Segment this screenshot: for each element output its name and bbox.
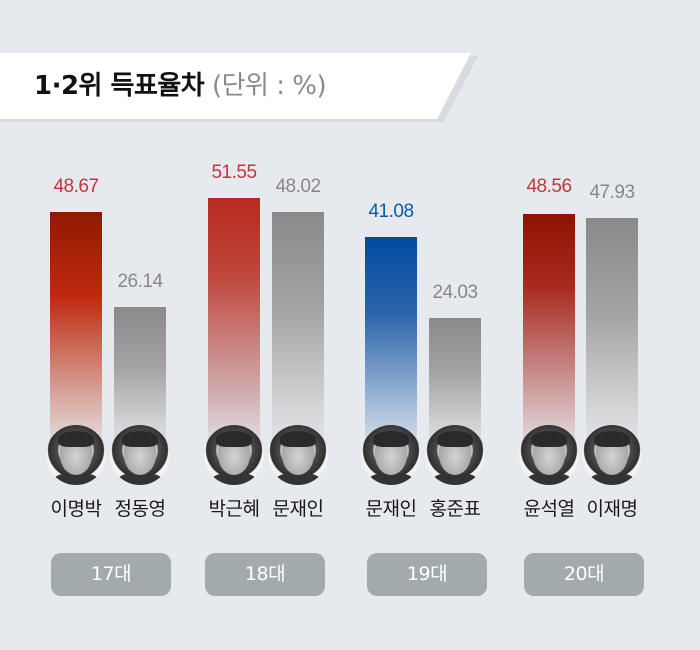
- value-label: 41.08: [368, 201, 414, 222]
- title-text: 1·2위 득표율차: [34, 71, 205, 101]
- candidate-photo: [204, 425, 264, 485]
- candidate-name: 이명박: [50, 498, 102, 520]
- candidate-photo: [582, 425, 642, 485]
- candidate-photo: [110, 425, 170, 485]
- bar-winner: [50, 212, 102, 455]
- candidate-name: 정동영: [114, 498, 166, 520]
- value-label: 48.67: [53, 176, 99, 197]
- bar-runner-up: [272, 212, 324, 455]
- candidate-photo: [425, 425, 485, 485]
- candidate-name: 이재명: [586, 498, 638, 520]
- candidate-name: 문재인: [272, 498, 324, 520]
- value-label: 24.03: [432, 282, 478, 303]
- value-label: 48.56: [526, 176, 572, 197]
- value-label: 47.93: [589, 182, 635, 203]
- bar-winner: [365, 237, 417, 455]
- candidate-name: 문재인: [365, 498, 417, 520]
- title-banner: [0, 53, 471, 119]
- election-label: 20대: [524, 553, 644, 596]
- chart-title: 1·2위 득표율차 (단위 : %): [34, 70, 327, 102]
- election-label: 19대: [367, 553, 487, 596]
- candidate-name: 홍준표: [429, 498, 481, 520]
- election-label: 18대: [205, 553, 325, 596]
- candidate-name: 윤석열: [523, 498, 575, 520]
- candidate-photo: [519, 425, 579, 485]
- unit-label: (단위 : %): [211, 71, 327, 101]
- candidate-photo: [268, 425, 328, 485]
- value-label: 26.14: [117, 271, 163, 292]
- bar-runner-up: [586, 218, 638, 455]
- candidate-name: 박근혜: [208, 498, 260, 520]
- bar-winner: [208, 198, 260, 455]
- candidate-photo: [361, 425, 421, 485]
- bar-winner: [523, 214, 575, 455]
- value-label: 48.02: [275, 176, 321, 197]
- value-label: 51.55: [211, 162, 257, 183]
- candidate-photo: [46, 425, 106, 485]
- election-label: 17대: [51, 553, 171, 596]
